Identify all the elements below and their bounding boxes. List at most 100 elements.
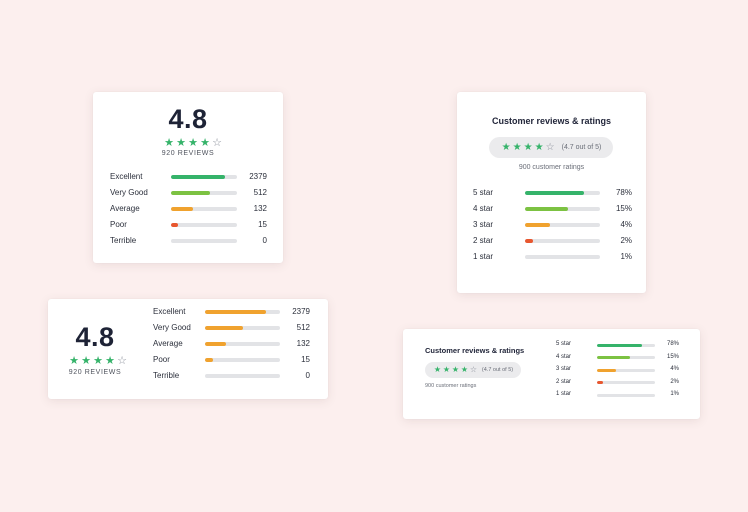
star-filled-icon: ★ xyxy=(69,355,79,367)
rating-card-customer-wide: Customer reviews & ratings ★ ★ ★ ★ ☆ (4.7 ou… xyxy=(403,329,700,419)
rating-row-label: Terrible xyxy=(153,371,180,381)
rating-row-count: 4% xyxy=(670,366,679,373)
rating-out-of: (4.7 out of 5) xyxy=(561,144,602,151)
rating-bar-track xyxy=(205,358,280,362)
card-title: Customer reviews & ratings xyxy=(491,116,612,126)
rating-row-label: 1 star xyxy=(556,391,572,398)
rating-row-label: 2 star xyxy=(473,236,494,246)
rating-bar-fill xyxy=(171,223,179,227)
card-title: Customer reviews & ratings xyxy=(425,346,525,355)
rating-bar-track xyxy=(525,191,600,195)
rating-breakdown: 5 star 78% 4 star 15% 3 star 4% 2 star 2% 1 star… xyxy=(403,329,700,419)
rating-bar-track xyxy=(171,239,237,243)
star-empty-icon: ☆ xyxy=(212,137,222,149)
rating-row-count: 512 xyxy=(253,188,267,198)
star-filled-icon: ★ xyxy=(442,365,450,374)
star-filled-icon: ★ xyxy=(93,355,103,367)
rating-pill: ★ ★ ★ ★ ☆ (4.7 out of 5) xyxy=(425,362,521,378)
rating-row-label: Excellent xyxy=(110,172,143,182)
rating-bar-fill xyxy=(597,356,631,359)
rating-bar-fill xyxy=(171,175,226,179)
rating-row-count: 132 xyxy=(253,204,267,214)
star-rating: ★ ★ ★ ★ ☆ xyxy=(501,141,556,153)
rating-bar-fill xyxy=(205,358,213,362)
rating-bar-track xyxy=(525,223,600,227)
rating-bar-track xyxy=(205,374,280,378)
rating-bar-fill xyxy=(205,326,243,330)
rating-breakdown: 5 star 78% 4 star 15% 3 star 4% 2 star 2% 1 star… xyxy=(457,92,646,293)
rating-bar-track xyxy=(171,191,237,195)
star-filled-icon: ★ xyxy=(501,141,511,153)
rating-row-count: 0 xyxy=(262,236,267,246)
rating-row-count: 15% xyxy=(666,353,679,360)
rating-card-customer-top: Customer reviews & ratings ★ ★ ★ ★ ☆ (4.7 ou… xyxy=(457,92,646,293)
rating-row-count: 78% xyxy=(666,341,679,348)
star-empty-icon: ☆ xyxy=(469,365,477,374)
star-empty-icon: ☆ xyxy=(545,141,555,153)
rating-bar-track xyxy=(597,393,655,397)
rating-card-summary-wide: 4.8 ★ ★ ★ ★ ☆ 920 REVIEWS Excellent 2379 Very … xyxy=(48,299,328,399)
star-filled-icon: ★ xyxy=(200,137,210,149)
rating-out-of: (4.7 out of 5) xyxy=(481,367,514,373)
rating-row-count: 4% xyxy=(620,220,632,230)
rating-bar-track xyxy=(597,343,655,347)
rating-row-count: 2% xyxy=(620,236,632,246)
average-score: 4.8 xyxy=(168,104,208,134)
rating-row-count: 512 xyxy=(296,323,310,333)
rating-bar-track xyxy=(205,342,280,346)
rating-breakdown: Excellent 2379 Very Good 512 Average 132 Poor 1… xyxy=(48,299,328,399)
rating-row-count: 2379 xyxy=(249,172,267,182)
rating-bar-fill xyxy=(525,191,584,195)
star-filled-icon: ★ xyxy=(523,141,533,153)
rating-row-count: 15 xyxy=(301,355,310,365)
rating-bar-track xyxy=(597,368,655,372)
star-filled-icon: ★ xyxy=(188,137,198,149)
rating-bar-track xyxy=(525,207,600,211)
rating-row-count: 78% xyxy=(615,188,632,198)
rating-row-count: 2379 xyxy=(292,307,310,317)
rating-bar-fill xyxy=(525,223,550,227)
rating-breakdown: Excellent 2379 Very Good 512 Average 132 Poor 1… xyxy=(93,92,283,263)
rating-bar-track xyxy=(525,255,600,259)
rating-bar-track xyxy=(171,223,237,227)
rating-bar-track xyxy=(597,381,655,384)
rating-bar-fill xyxy=(597,368,617,372)
rating-row-label: 5 star xyxy=(473,188,494,198)
rating-row-count: 0 xyxy=(305,371,310,381)
rating-row-label: Excellent xyxy=(153,307,186,317)
rating-row-label: 4 star xyxy=(473,204,494,214)
rating-bar-track xyxy=(171,207,237,211)
star-rating: ★ ★ ★ ★ ☆ xyxy=(163,138,223,149)
star-filled-icon: ★ xyxy=(105,355,115,367)
rating-bar-fill xyxy=(205,342,226,346)
rating-row-label: Terrible xyxy=(110,236,137,246)
rating-bar-fill xyxy=(525,207,568,211)
rating-row-count: 2% xyxy=(670,378,679,385)
rating-row-label: 2 star xyxy=(556,378,572,385)
rating-bar-track xyxy=(597,356,655,359)
rating-bar-fill xyxy=(597,381,604,384)
star-filled-icon: ★ xyxy=(512,141,522,153)
star-rating: ★ ★ ★ ★ ☆ xyxy=(433,366,478,374)
rating-row-label: Very Good xyxy=(110,188,148,198)
rating-row-label: Poor xyxy=(110,220,127,230)
rating-bar-track xyxy=(205,326,280,330)
rating-row-count: 132 xyxy=(296,339,310,349)
star-filled-icon: ★ xyxy=(176,137,186,149)
rating-row-label: 4 star xyxy=(556,353,572,360)
rating-row-label: Very Good xyxy=(153,323,191,333)
rating-bar-fill xyxy=(597,343,643,347)
rating-row-label: 5 star xyxy=(556,341,572,348)
rating-pill: ★ ★ ★ ★ ☆ (4.7 out of 5) xyxy=(489,137,613,158)
review-count: 920 REVIEWS xyxy=(161,150,215,157)
rating-bar-fill xyxy=(205,310,266,314)
star-filled-icon: ★ xyxy=(534,141,544,153)
rating-row-label: 3 star xyxy=(556,366,572,373)
rating-bar-fill xyxy=(171,191,210,195)
star-empty-icon: ☆ xyxy=(117,355,127,367)
star-filled-icon: ★ xyxy=(164,137,174,149)
star-filled-icon: ★ xyxy=(451,365,459,374)
rating-row-count: 1% xyxy=(670,391,679,398)
rating-card-summary-top: 4.8 ★ ★ ★ ★ ☆ 920 REVIEWS Excellent 2379 Very … xyxy=(93,92,283,263)
rating-bar-fill xyxy=(525,239,534,243)
